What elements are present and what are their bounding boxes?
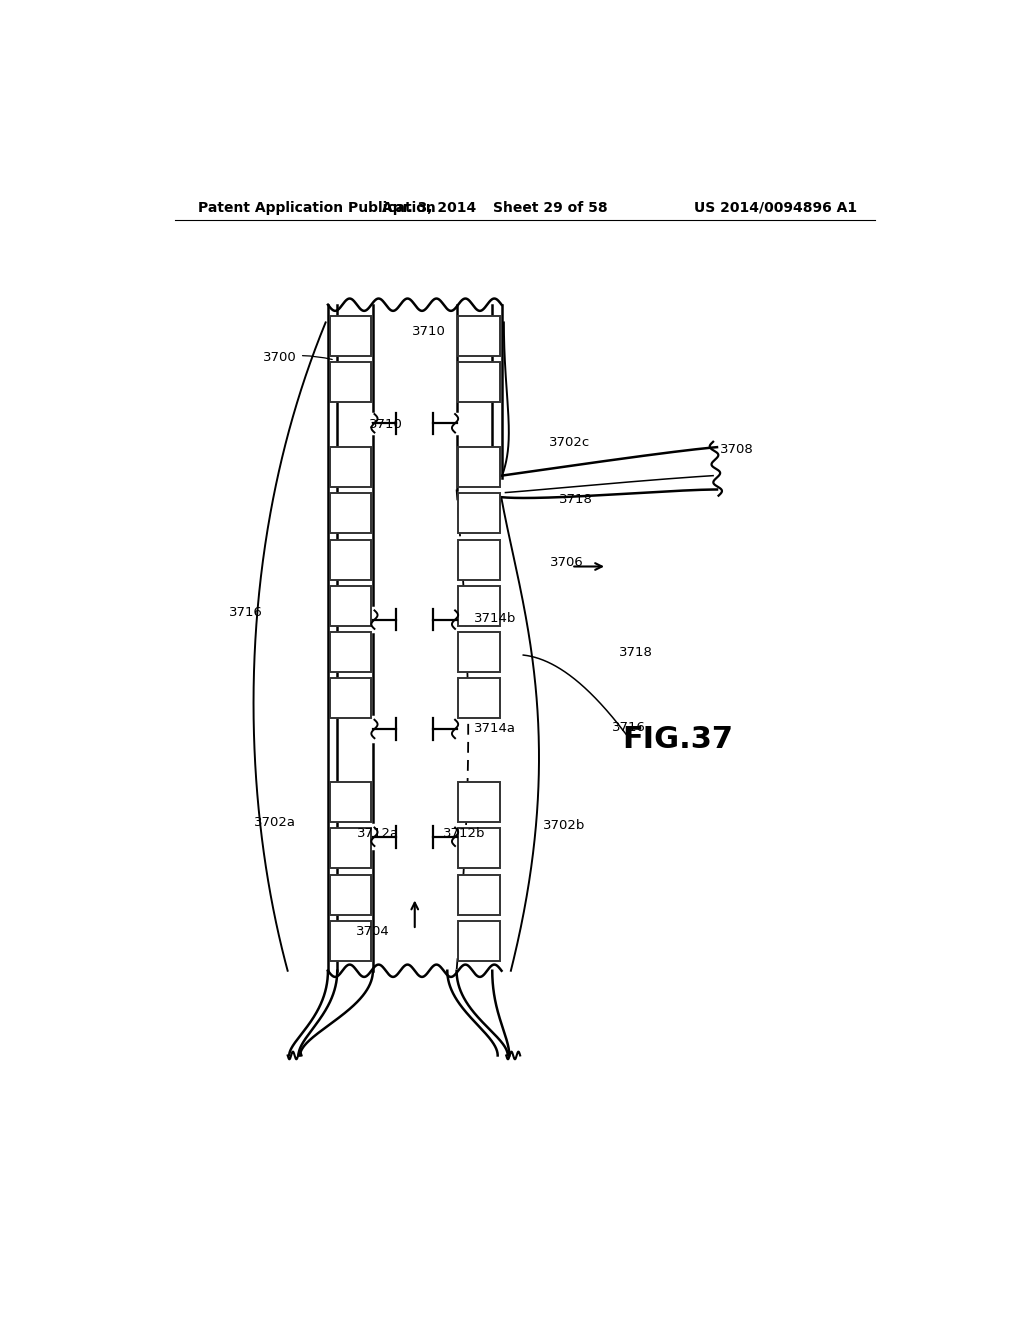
Text: 3704: 3704 [356, 925, 390, 939]
Bar [330, 781, 372, 822]
Text: 3700: 3700 [263, 351, 332, 363]
Bar [458, 494, 500, 533]
Bar [330, 632, 372, 672]
Bar [458, 586, 500, 626]
Bar [458, 781, 500, 822]
Bar [330, 678, 372, 718]
Text: Apr. 3, 2014: Apr. 3, 2014 [382, 201, 476, 215]
Text: 3706: 3706 [550, 556, 584, 569]
Bar [458, 678, 500, 718]
Bar [330, 874, 372, 915]
Text: 3710: 3710 [370, 417, 403, 430]
Bar [330, 874, 372, 915]
Bar [458, 829, 500, 869]
Bar [330, 829, 372, 869]
Bar [458, 632, 500, 672]
Bar [458, 829, 500, 869]
Bar [458, 494, 500, 533]
Text: FIG.37: FIG.37 [623, 725, 733, 754]
Bar [458, 921, 500, 961]
Bar [330, 317, 372, 356]
Text: 3710: 3710 [412, 325, 445, 338]
Bar [330, 586, 372, 626]
Bar [458, 317, 500, 356]
Text: 3712b: 3712b [442, 828, 485, 841]
Text: 3716: 3716 [228, 606, 262, 619]
Bar [330, 363, 372, 403]
Bar [330, 494, 372, 533]
Bar [458, 447, 500, 487]
Bar [330, 540, 372, 579]
Text: 3702b: 3702b [544, 818, 586, 832]
Bar [458, 363, 500, 403]
Bar [330, 447, 372, 487]
Text: 3712a: 3712a [357, 828, 399, 841]
Bar [330, 363, 372, 403]
Text: 3718: 3718 [620, 645, 653, 659]
Bar [458, 781, 500, 822]
Bar [458, 632, 500, 672]
Text: 3714a: 3714a [474, 722, 516, 735]
Bar [330, 586, 372, 626]
Bar [330, 317, 372, 356]
Bar [458, 447, 500, 487]
Text: Sheet 29 of 58: Sheet 29 of 58 [494, 201, 607, 215]
Text: 3714b: 3714b [474, 612, 516, 626]
Text: Patent Application Publication: Patent Application Publication [198, 201, 435, 215]
Text: 3702c: 3702c [549, 436, 590, 449]
Bar [458, 586, 500, 626]
Text: 3718: 3718 [559, 494, 593, 507]
Text: 3702a: 3702a [254, 816, 296, 829]
Bar [458, 874, 500, 915]
Bar [330, 829, 372, 869]
Bar [330, 447, 372, 487]
Bar [330, 921, 372, 961]
Bar [330, 781, 372, 822]
Bar [330, 678, 372, 718]
Text: 3708: 3708 [720, 444, 754, 455]
Bar [458, 540, 500, 579]
Bar [458, 678, 500, 718]
Bar [458, 921, 500, 961]
Text: 3716: 3716 [611, 721, 645, 734]
Bar [458, 363, 500, 403]
Text: US 2014/0094896 A1: US 2014/0094896 A1 [693, 201, 857, 215]
Bar [330, 632, 372, 672]
Bar [458, 317, 500, 356]
Bar [458, 540, 500, 579]
Bar [330, 921, 372, 961]
Bar [458, 874, 500, 915]
Bar [330, 540, 372, 579]
Bar [330, 494, 372, 533]
